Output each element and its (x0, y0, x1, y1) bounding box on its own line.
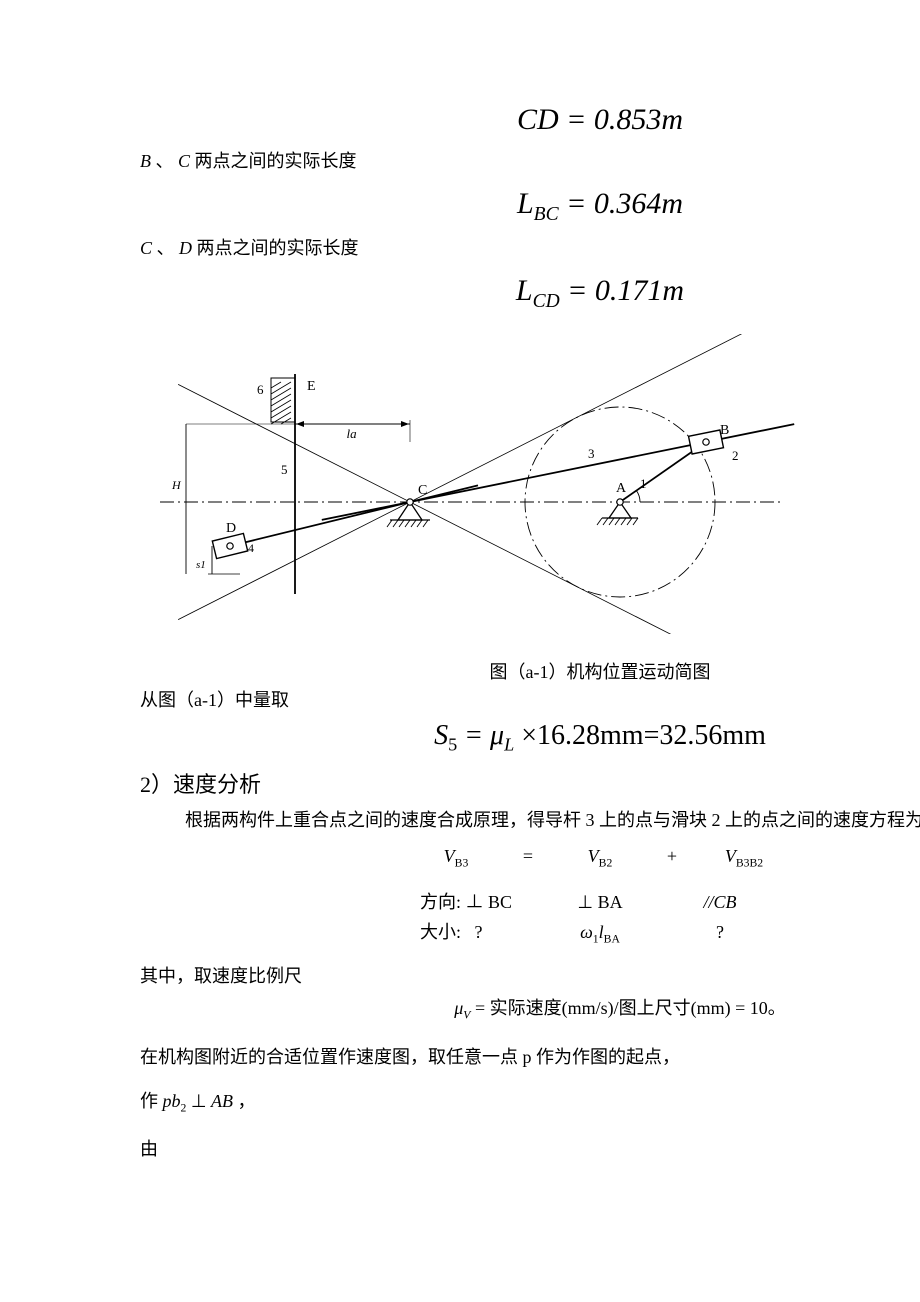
mag3: ? (660, 919, 780, 949)
line-p: 在机构图附近的合适位置作速度图，取任意一点 p 作为作图的起点， (140, 1044, 920, 1070)
figure-caption: 图（a-1）机构位置运动简图 (140, 659, 920, 685)
v1: V (444, 846, 455, 866)
svg-text:E: E (307, 379, 316, 394)
equation-cd: CD = 0.853m (140, 98, 920, 142)
svg-text:A: A (616, 481, 627, 496)
vel-row-dir: 方向: ⊥ BC ⊥ BA //CB (420, 889, 780, 915)
mag2: ω1lBA (540, 919, 660, 949)
lbc-desc: 两点之间的实际长度 (195, 151, 357, 171)
vel-plus: + (636, 843, 708, 873)
s5-row: S5 = μL ×16.28mm=32.56mm S5 = 32.56mm (140, 716, 920, 758)
muV: μ (454, 998, 463, 1018)
pb2-perp: ⊥ (186, 1091, 211, 1111)
s5-S: S (434, 720, 448, 751)
vel-r1c2: VB2 (564, 843, 636, 873)
s5-5: 5 (448, 734, 457, 754)
mag-label: 大小: ? (420, 919, 540, 949)
velocity-equation-block: VB3 = VB2 + VB3B2 方向: ⊥ BC ⊥ BA //CB 大小:… (420, 843, 780, 948)
v3: V (725, 846, 736, 866)
mechanism-svg: 6 Ela 5 C 3 B2 1A D4 s1 H (140, 334, 800, 634)
mag1: ? (475, 922, 483, 942)
equation-lbc: LBC = 0.364m (140, 182, 920, 229)
s5-equation: S5 = μL ×16.28mm=32.56mm (140, 716, 920, 758)
section-2-title: 2）速度分析 (140, 769, 920, 801)
m2a: ω (580, 922, 593, 942)
vel-eq: = (492, 843, 564, 873)
sep2: 、 (157, 238, 180, 258)
scale-intro: 其中，取速度比例尺 (140, 963, 920, 989)
line-p-text: 在机构图附近的合适位置作速度图，取任意一点 p 作为作图的起点， (140, 1047, 680, 1067)
lcd-C: C (140, 238, 152, 258)
lbc-sub: BC (534, 204, 559, 225)
eq-cd-text: CD = 0.853m (517, 103, 683, 136)
svg-text:3: 3 (588, 446, 595, 461)
line-you: 由 (140, 1136, 920, 1162)
svg-text:4: 4 (248, 541, 254, 555)
svg-text:la: la (347, 426, 358, 441)
mag-label-t: 大小: (420, 922, 461, 942)
from-fig-line: 从图（a-1）中量取 (140, 687, 920, 713)
para-lcd-desc: C 、 D 两点之间的实际长度 (140, 235, 920, 261)
dir1: ⊥ BC (466, 892, 513, 912)
lcd-L: L (516, 274, 533, 307)
lbc-C: C (178, 151, 190, 171)
equation-lcd: LCD = 0.171m (140, 269, 920, 316)
pb2-i2: AB (211, 1091, 233, 1111)
section-2-p1: 根据两构件上重合点之间的速度合成原理，得导杆 3 上的点与滑块 2 上的点之间的… (140, 807, 920, 833)
pb2-a: 作 (140, 1091, 163, 1111)
para-lbc-desc: B 、 C 两点之间的实际长度 (140, 148, 920, 174)
vel-r1c1: VB3 (420, 843, 492, 873)
s5-L: L (504, 734, 514, 754)
pb2-i1: pb (163, 1091, 181, 1111)
svg-text:6: 6 (257, 382, 264, 397)
svg-text:s1: s1 (196, 559, 206, 571)
svg-text:5: 5 (281, 462, 288, 477)
v2s: B2 (599, 857, 613, 870)
svg-text:H: H (171, 478, 182, 492)
pb2-tail: ， (233, 1091, 256, 1111)
lcd-sub: CD (533, 291, 560, 312)
svg-text:C: C (418, 483, 427, 498)
svg-text:D: D (226, 521, 236, 536)
dir3t: //CB (703, 892, 736, 912)
sep1: 、 (156, 151, 179, 171)
lcd-desc: 两点之间的实际长度 (197, 238, 359, 258)
v1s: B3 (455, 857, 469, 870)
svg-text:B: B (720, 423, 729, 438)
dir2: ⊥ BA (540, 889, 660, 915)
dir-label: 方向: ⊥ BC (420, 889, 540, 915)
vel-row-1: VB3 = VB2 + VB3B2 (420, 843, 780, 873)
s5-mid: = μ (457, 720, 504, 751)
s5-tail: ×16.28mm=32.56mm (514, 720, 766, 751)
v2: V (588, 846, 599, 866)
m2bs: BA (604, 933, 620, 946)
mechanism-diagram: 6 Ela 5 C 3 B2 1A D4 s1 H (140, 334, 920, 641)
line-pb2: 作 pb2 ⊥ AB ， (140, 1088, 920, 1118)
svg-text:1: 1 (640, 476, 647, 491)
dir-label-t: 方向: (420, 892, 461, 912)
vel-r1c3: VB3B2 (708, 843, 780, 873)
vel-row-mag: 大小: ? ω1lBA ? (420, 919, 780, 949)
lbc-B: B (140, 151, 151, 171)
lcd-D: D (179, 238, 192, 258)
svg-text:2: 2 (732, 448, 739, 463)
lbc-L: L (517, 187, 534, 220)
lcd-val: = 0.171m (560, 274, 684, 307)
muRest: = 实际速度(mm/s)/图上尺寸(mm) = 10。 (470, 998, 785, 1018)
dir3: //CB (660, 889, 780, 915)
v3s: B3B2 (736, 857, 763, 870)
mu-scale-line: μV = 实际速度(mm/s)/图上尺寸(mm) = 10。 (180, 995, 920, 1025)
lbc-val: = 0.364m (559, 187, 683, 220)
